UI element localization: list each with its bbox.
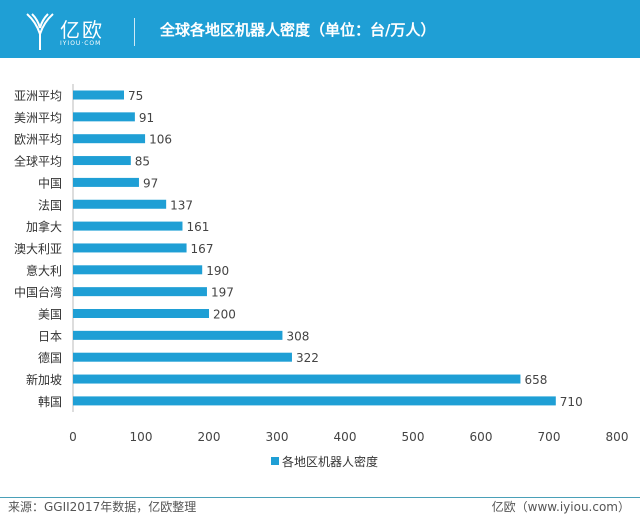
site-credit: 亿欧（www.iyiou.com） [491,500,630,514]
logo-icon [26,13,54,50]
category-label: 欧洲平均 [14,133,62,147]
data-label: 137 [170,198,193,212]
bar [73,221,183,231]
data-label: 658 [524,373,547,387]
bar [73,374,521,384]
bar [73,309,209,318]
legend-swatch [271,457,279,465]
x-tick-label: 600 [470,430,493,444]
logo-sub: IYIOU·COM [60,40,102,47]
x-tick-label: 700 [538,430,561,444]
bar [73,352,292,362]
data-label: 200 [213,308,236,322]
data-label: 161 [186,220,209,234]
data-label: 91 [139,111,154,125]
bar [73,330,283,340]
data-label: 85 [135,155,150,169]
x-tick-label: 300 [266,430,289,444]
category-label: 美国 [38,308,62,322]
bar [73,396,556,406]
data-label: 710 [560,395,583,409]
category-label: 日本 [38,329,62,343]
data-label: 197 [211,286,234,300]
source-note: 来源：GGII2017年数据，亿欧整理 [8,500,197,514]
logo: 亿欧 [60,18,104,42]
data-label: 308 [286,329,309,343]
category-label: 全球平均 [14,154,62,169]
x-tick-label: 400 [334,430,357,444]
bar [73,243,187,253]
category-label: 新加坡 [26,372,62,387]
data-label: 167 [191,242,214,256]
category-label: 意大利 [26,263,62,278]
bar [73,199,167,209]
x-tick-label: 800 [606,430,629,444]
category-label: 德国 [38,350,62,365]
chart-title: 全球各地区机器人密度（单位：台/万人） [160,21,436,39]
footer-divider [0,497,640,498]
bar [73,287,207,297]
bar [73,90,124,100]
header: 亿欧 IYIOU·COM 全球各地区机器人密度（单位：台/万人） [0,0,640,58]
bar [73,156,131,166]
category-label: 美洲平均 [14,111,62,125]
bar [73,134,146,144]
category-label: 澳大利亚 [14,242,62,256]
data-label: 97 [143,176,158,190]
bar [73,265,203,275]
x-tick-label: 100 [130,430,153,444]
divider [134,18,135,46]
category-label: 亚洲平均 [14,89,62,103]
bar [73,112,135,122]
data-label: 322 [296,351,319,365]
category-label: 法国 [38,198,62,212]
bar-chart: 亚洲平均 75 美洲平均 91 欧洲平均 106 全球平均 85 中国 97 法国 137 加拿大 161… [14,84,629,469]
category-label: 中国 [38,175,62,190]
data-label: 75 [128,89,143,103]
x-tick-label: 0 [69,430,77,444]
data-label: 190 [206,264,229,278]
category-label: 加拿大 [26,219,62,234]
category-label: 中国台湾 [14,285,62,300]
x-tick-label: 200 [198,430,221,444]
data-label: 106 [149,133,172,147]
bar [73,177,139,187]
x-tick-label: 500 [402,430,425,444]
legend-label: 各地区机器人密度 [282,454,378,469]
category-label: 韩国 [38,394,62,409]
